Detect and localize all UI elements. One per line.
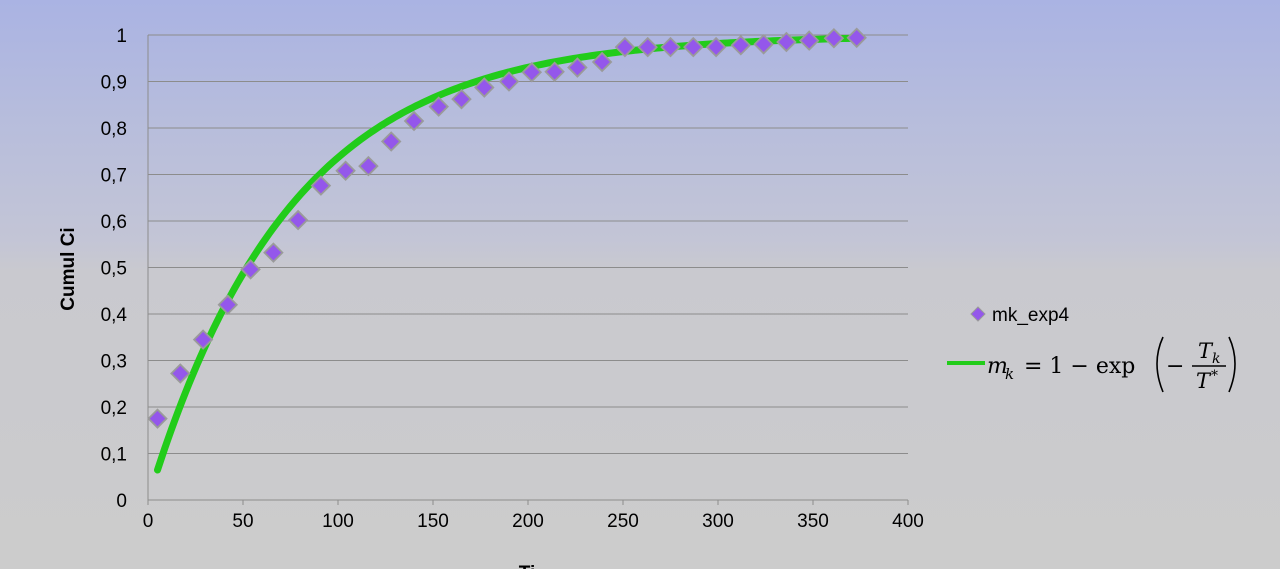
eq-lhs: m: [987, 354, 1008, 379]
y-tick-label: 0,6: [101, 212, 127, 233]
data-point: [567, 57, 588, 78]
data-point: [498, 71, 520, 92]
y-axis-title: Cumul Ci: [58, 227, 79, 310]
eq-right-paren: [1228, 336, 1236, 393]
y-tick-label: 0,7: [101, 166, 127, 187]
x-tick-label: 400: [892, 511, 924, 532]
data-point: [358, 155, 379, 177]
y-tick-label: 0,8: [101, 119, 127, 140]
data-point: [705, 36, 727, 58]
data-point: [147, 408, 168, 429]
gridlines: [147, 34, 909, 505]
y-tick-label: 0,4: [101, 305, 128, 326]
data-point: [428, 96, 449, 117]
y-tick-label: 0,2: [101, 398, 127, 419]
data-point: [846, 27, 867, 49]
data-point: [730, 34, 752, 56]
y-tick-label: 0,3: [101, 352, 127, 373]
data-point: [451, 88, 472, 110]
eq-denominator-sup: *: [1211, 368, 1218, 384]
data-point: [591, 51, 613, 73]
data-point: [660, 36, 681, 58]
data-point: [403, 110, 425, 132]
data-point: [240, 259, 261, 280]
eq-denominator: T: [1196, 369, 1212, 393]
x-tick-label: 0: [143, 511, 154, 532]
data-point: [776, 31, 797, 53]
data-point: [170, 363, 191, 384]
legend-diamond-marker: [970, 306, 986, 322]
fit-curve: [154, 34, 861, 474]
legend: mk_exp4 m k = 1 − exp − T k T *: [947, 305, 1236, 393]
data-point: [380, 131, 402, 152]
data-point: [310, 175, 332, 196]
legend-item-mk-exp4: mk_exp4: [970, 305, 1070, 326]
data-point: [683, 36, 704, 58]
x-tick-label: 100: [322, 511, 354, 532]
data-point: [544, 61, 565, 83]
data-point: [637, 36, 658, 58]
y-tick-label: 1: [116, 26, 127, 47]
legend-label-mk-exp4: mk_exp4: [992, 305, 1070, 326]
data-point: [217, 294, 239, 315]
data-point: [263, 242, 284, 263]
data-point: [823, 27, 845, 49]
x-tick-label: 350: [797, 511, 829, 532]
eq-lhs-sub: k: [1005, 365, 1014, 383]
eq-mid: = 1 − exp: [1024, 354, 1135, 379]
y-tick-label: 0,5: [101, 259, 127, 280]
x-tick-label: 300: [702, 511, 734, 532]
eq-left-paren: [1156, 336, 1164, 393]
data-point: [521, 61, 543, 83]
data-point: [614, 36, 636, 58]
eq-numerator-sub: k: [1212, 351, 1220, 367]
legend-equation: m k = 1 − exp − T k T *: [987, 336, 1236, 393]
eq-numerator: T: [1198, 339, 1214, 363]
x-tick-label: 50: [232, 511, 253, 532]
data-markers: [147, 27, 867, 429]
x-tick-label: 150: [417, 511, 449, 532]
data-point: [798, 30, 820, 51]
x-axis-title: Ti: [519, 563, 536, 569]
y-tick-label: 0,9: [101, 73, 127, 94]
y-tick-label: 0,1: [101, 445, 127, 466]
x-tick-label: 200: [512, 511, 544, 532]
data-point: [753, 34, 774, 55]
eq-minus: −: [1166, 354, 1184, 379]
x-tick-label: 250: [607, 511, 639, 532]
data-point: [474, 77, 495, 98]
data-point: [287, 209, 309, 231]
data-point: [192, 329, 214, 350]
tick-labels: 0 50 100 150 200 250 300 350 400 0 0,1 0,2 0,3 0,4 0,5…: [101, 26, 924, 532]
y-tick-label: 0: [116, 491, 127, 512]
legend-item-fit: m k = 1 − exp − T k T *: [947, 336, 1236, 393]
data-point: [335, 160, 356, 182]
fit-curve-layer: [154, 34, 861, 474]
